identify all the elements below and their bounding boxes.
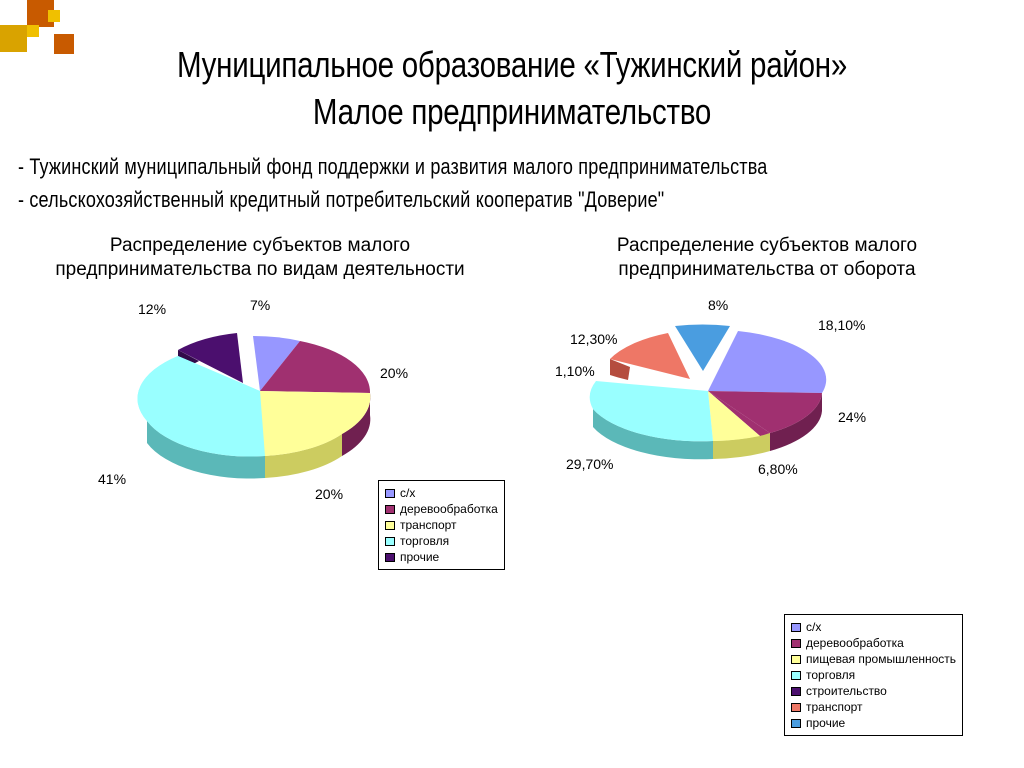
legend-item: с/х — [385, 485, 498, 501]
legend-item: транспорт — [385, 517, 498, 533]
legend-item: прочие — [385, 549, 498, 565]
pie-label: 8% — [708, 297, 728, 313]
legend-item: транспорт — [791, 699, 956, 715]
deco-sq — [54, 34, 74, 54]
pie-label: 18,10% — [818, 317, 865, 333]
legend-left: с/х деревообработка транспорт торговля п… — [378, 480, 505, 570]
chart-left-title: Распределение субъектов малого предприни… — [10, 234, 510, 283]
chart-right: Распределение субъектов малого предприни… — [520, 234, 1014, 521]
pie-label: 12,30% — [570, 331, 617, 347]
deco-sq — [48, 10, 60, 22]
bullet-list: - Тужинский муниципальный фонд поддержки… — [18, 150, 1024, 216]
pie-label: 20% — [380, 365, 408, 381]
bullet-item: - сельскохозяйственный кредитный потреби… — [18, 183, 843, 216]
legend-item: деревообработка — [385, 501, 498, 517]
pie-right: 18,10% 24% 6,80% 29,70% 1,10% 12,30% 8% — [560, 301, 860, 501]
main-title-line2: Малое предпринимательство — [92, 89, 932, 136]
pie-label: 20% — [315, 486, 343, 502]
pie-left: 7% 20% 20% 41% 12% — [120, 301, 400, 521]
corner-decoration — [0, 0, 90, 60]
legend-right: с/х деревообработка пищевая промышленнос… — [784, 614, 963, 736]
legend-item: торговля — [385, 533, 498, 549]
chart-left: Распределение субъектов малого предприни… — [10, 234, 510, 521]
legend-item: прочие — [791, 715, 956, 731]
pie-label: 29,70% — [566, 456, 613, 472]
legend-item: торговля — [791, 667, 956, 683]
pie-left-svg — [120, 301, 400, 521]
pie-label: 41% — [98, 471, 126, 487]
pie-label: 7% — [250, 297, 270, 313]
chart-right-title: Распределение субъектов малого предприни… — [520, 234, 1014, 283]
legend-item: деревообработка — [791, 635, 956, 651]
deco-sq — [27, 25, 39, 37]
pie-label: 24% — [838, 409, 866, 425]
main-title-line1: Муниципальное образование «Тужинский рай… — [92, 42, 932, 89]
bullet-item: - Тужинский муниципальный фонд поддержки… — [18, 150, 843, 183]
deco-sq — [0, 25, 27, 52]
pie-label: 12% — [138, 301, 166, 317]
pie-label: 1,10% — [555, 363, 595, 379]
legend-item: с/х — [791, 619, 956, 635]
legend-item: строительство — [791, 683, 956, 699]
pie-label: 6,80% — [758, 461, 798, 477]
legend-item: пищевая промышленность — [791, 651, 956, 667]
